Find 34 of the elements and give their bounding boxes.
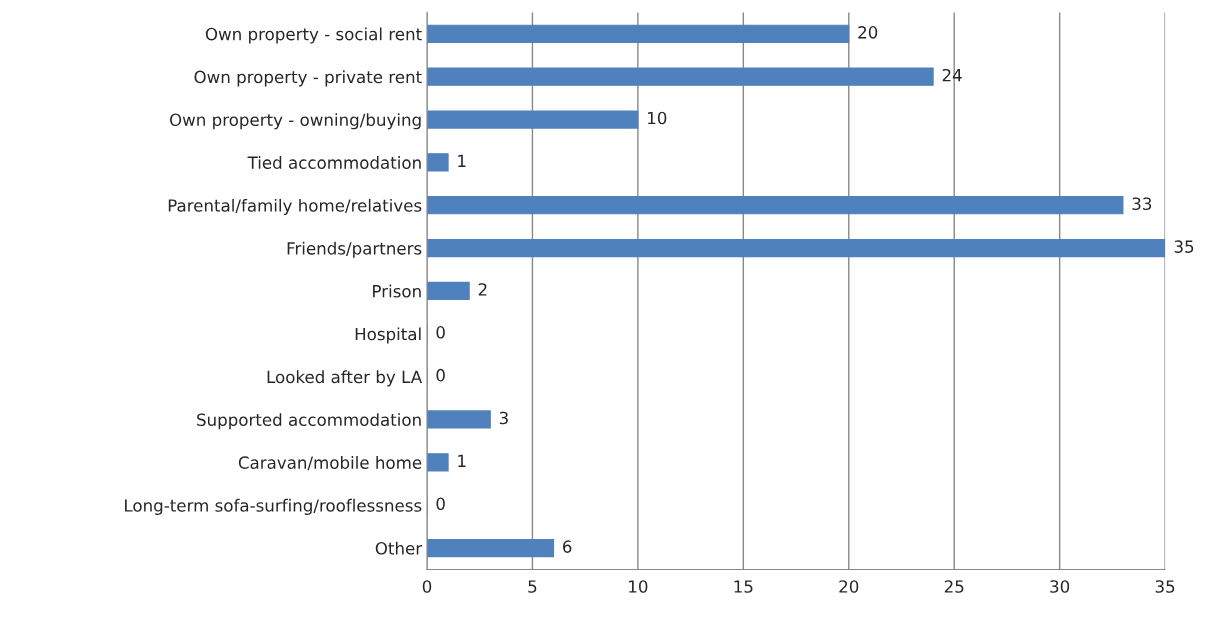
y-tick-label: Own property - owning/buying	[169, 113, 421, 130]
data-label: 1	[458, 454, 466, 467]
y-tick-label: Tied accommodation	[247, 156, 421, 169]
data-label: 24	[942, 68, 962, 82]
x-tick-label: 20	[839, 580, 859, 593]
data-label: 0	[436, 368, 445, 382]
x-tick-label: 35	[1155, 580, 1175, 593]
y-tick-label: Friends/partners	[287, 241, 422, 258]
y-tick-label: Hospital	[355, 327, 421, 344]
data-label: 6	[563, 540, 572, 553]
x-tick-label: 25	[944, 580, 964, 593]
y-tick-label: Long-term sofa-surfing/rooflessness	[125, 498, 422, 515]
y-tick-label: Own property - social rent	[205, 27, 422, 44]
y-tick-label: Supported accommodation	[197, 413, 421, 430]
data-label: 35	[1174, 240, 1194, 253]
y-tick-label: Prison	[373, 284, 421, 298]
data-label: 33	[1132, 197, 1152, 211]
x-tick-label: 5	[528, 580, 537, 593]
y-tick-label: Looked after by LA	[267, 370, 422, 387]
data-label: 0	[436, 326, 445, 339]
data-label: 2	[478, 283, 487, 296]
x-tick-label: 15	[734, 580, 753, 593]
x-tick-label: 0	[422, 580, 432, 593]
x-tick-label: 30	[1050, 580, 1070, 593]
data-label: 1	[458, 154, 466, 167]
x-tick-label: 10	[629, 580, 648, 593]
data-label: 20	[858, 26, 878, 39]
y-tick-label: Parental/family home/relatives	[168, 198, 422, 216]
y-tick-label: Other	[375, 541, 423, 555]
y-tick-label: Own property - private rent	[194, 70, 422, 87]
data-label: 10	[648, 111, 667, 125]
y-tick-label: Caravan/mobile home	[238, 456, 422, 471]
data-label: 3	[499, 411, 508, 425]
data-label: 0	[436, 497, 445, 511]
